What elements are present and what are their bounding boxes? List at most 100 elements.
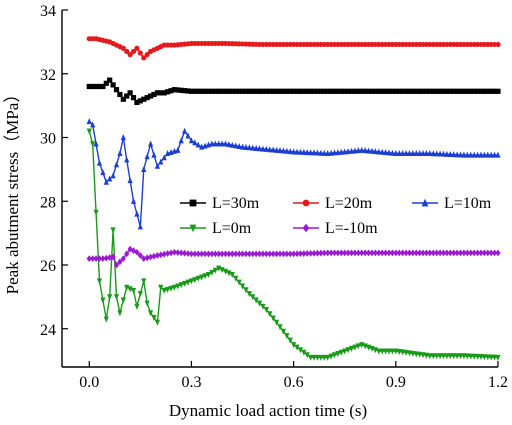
data-point	[90, 141, 96, 148]
data-point	[216, 265, 222, 272]
data-point	[287, 250, 293, 258]
data-point	[236, 279, 242, 286]
data-point	[461, 353, 467, 360]
data-point	[273, 146, 280, 153]
series-l20m	[86, 36, 501, 61]
data-point	[389, 249, 396, 257]
data-point	[471, 151, 477, 158]
data-point	[304, 352, 310, 359]
data-point	[444, 150, 450, 157]
data-point	[464, 353, 470, 360]
data-point	[273, 319, 280, 326]
data-point	[440, 353, 447, 360]
data-point	[96, 278, 103, 285]
data-point	[127, 52, 133, 58]
data-point	[273, 250, 280, 258]
data-point	[403, 249, 409, 257]
data-point	[328, 249, 334, 257]
data-point	[335, 249, 341, 257]
data-point	[437, 150, 443, 157]
data-point	[222, 140, 229, 147]
data-point	[485, 354, 491, 361]
data-point	[311, 249, 317, 257]
data-point	[318, 249, 324, 257]
data-point	[127, 177, 133, 184]
data-point	[134, 45, 140, 51]
data-point	[107, 77, 113, 83]
data-point	[137, 252, 143, 259]
data-point	[284, 250, 290, 258]
data-point	[495, 249, 501, 257]
data-point	[352, 344, 358, 351]
data-point	[154, 252, 160, 259]
data-point	[195, 275, 201, 282]
data-point	[302, 223, 310, 233]
data-point	[253, 88, 259, 94]
data-point	[427, 150, 433, 157]
data-point	[345, 88, 351, 94]
legend-label: L=30m	[212, 195, 260, 212]
data-point	[348, 249, 355, 257]
data-point	[291, 148, 297, 155]
x-tick-label: 1.2	[488, 374, 508, 391]
data-point	[120, 297, 126, 304]
data-point	[185, 250, 191, 257]
data-point	[239, 143, 246, 150]
data-point	[120, 255, 126, 263]
data-point	[468, 88, 474, 94]
data-point	[478, 354, 484, 361]
data-point	[202, 250, 208, 258]
data-point	[495, 354, 501, 361]
data-point	[406, 88, 413, 94]
legend-item: L=0m	[180, 220, 252, 237]
data-point	[250, 88, 256, 94]
data-point	[365, 88, 372, 94]
data-point	[434, 249, 440, 257]
data-point	[284, 333, 290, 340]
data-point	[277, 88, 283, 94]
data-point	[113, 87, 120, 93]
data-point	[382, 88, 389, 94]
axes	[61, 10, 498, 368]
data-point	[260, 145, 266, 152]
data-point	[256, 145, 263, 152]
data-point	[236, 88, 242, 94]
data-point	[246, 144, 252, 151]
legend: L=30m L=20m L=10m L=0m L=-10m	[180, 195, 492, 237]
data-point	[471, 249, 477, 257]
data-point	[297, 148, 304, 155]
data-point	[437, 249, 443, 257]
data-point	[256, 250, 263, 258]
data-point	[137, 291, 143, 298]
data-point	[471, 353, 477, 360]
data-point	[236, 143, 242, 150]
data-point	[209, 88, 215, 94]
data-point	[96, 159, 103, 166]
data-point	[141, 55, 147, 61]
x-axis-title: Dynamic load action time (s)	[169, 401, 367, 420]
x-tick-label: 0.3	[181, 374, 201, 391]
data-point	[233, 88, 239, 94]
data-point	[151, 314, 157, 321]
data-point	[130, 48, 137, 55]
data-point	[335, 149, 341, 156]
data-point	[246, 88, 252, 94]
data-point	[421, 198, 429, 207]
data-point	[474, 151, 481, 158]
data-point	[161, 154, 167, 161]
data-point	[144, 52, 150, 58]
data-point	[342, 88, 348, 94]
data-point	[488, 88, 494, 94]
data-point	[110, 172, 116, 179]
data-point	[222, 250, 229, 258]
data-point	[110, 253, 116, 261]
data-point	[256, 300, 263, 307]
y-tick-label: 28	[40, 194, 56, 211]
data-point	[243, 88, 249, 94]
data-point	[164, 89, 171, 95]
data-point	[488, 354, 494, 361]
data-point	[321, 88, 327, 94]
legend-label: L=0m	[212, 220, 252, 237]
data-point	[205, 88, 212, 94]
data-point	[491, 151, 498, 158]
